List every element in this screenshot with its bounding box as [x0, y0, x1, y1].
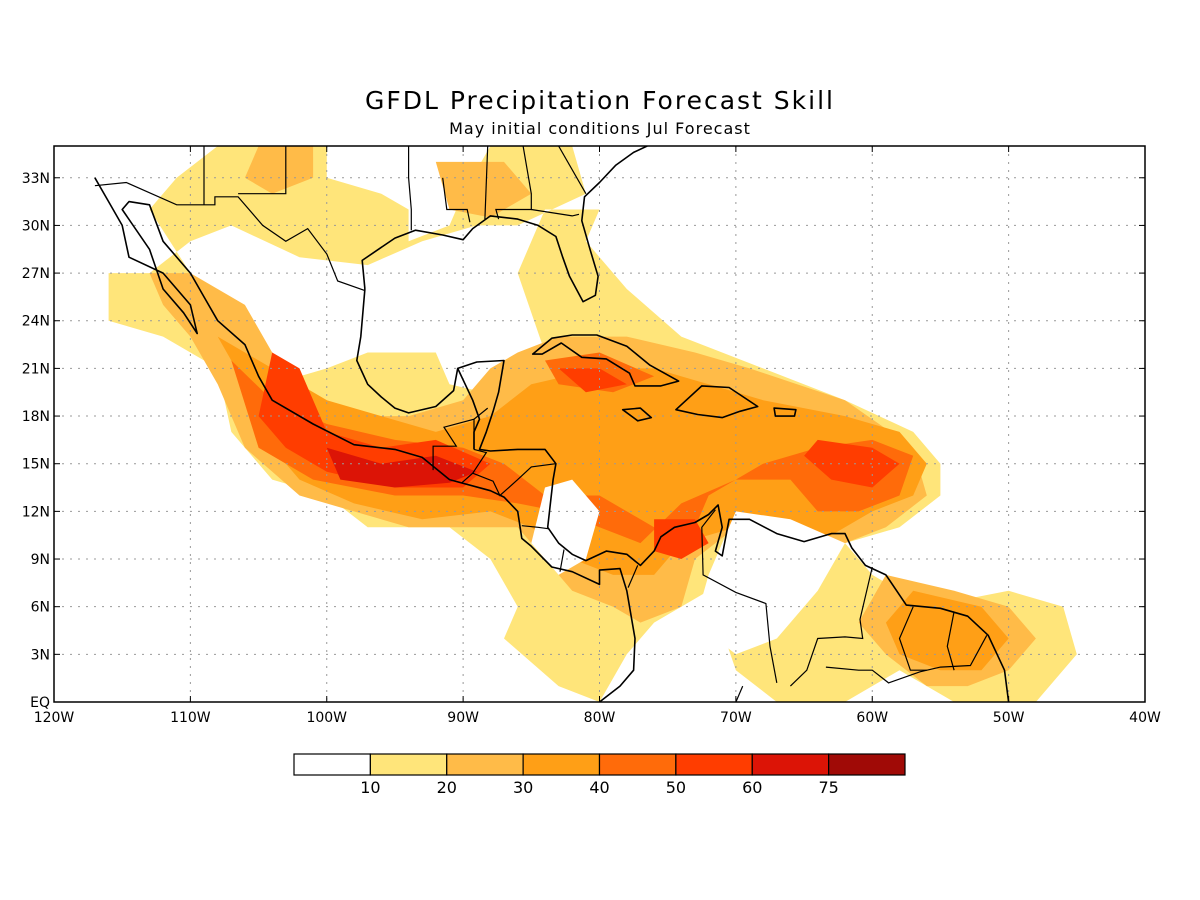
colorbar-swatch — [446, 753, 524, 776]
skill-region-level-2 — [435, 161, 532, 218]
border-us-states-la-ms — [442, 177, 471, 223]
x-tick-label: 110W — [170, 710, 211, 726]
coastline-puerto-rico — [773, 407, 797, 417]
colorbar-label: 30 — [513, 778, 533, 797]
y-axis-ticks: EQ 3N 6N 9N 12N 15N 18N 21N 24N 27N 30N 33N — [22, 171, 1145, 711]
x-tick-label: 70W — [720, 710, 752, 726]
x-tick-label: 40W — [1129, 710, 1161, 726]
chart-title: GFDL Precipitation Forecast Skill — [364, 86, 835, 115]
y-tick-label: 30N — [22, 218, 50, 234]
x-tick-label: 60W — [856, 710, 888, 726]
y-tick-label: 21N — [22, 361, 50, 377]
skill-region-level-3 — [885, 590, 1009, 671]
colorbar-label: 40 — [589, 778, 609, 797]
skill-region-level-5 — [804, 439, 900, 488]
colorbar-swatch — [369, 753, 448, 776]
colorbar-swatch — [751, 753, 830, 776]
colorbar-label: 60 — [742, 778, 762, 797]
colorbar-swatch — [293, 753, 371, 776]
x-tick-label: 120W — [34, 710, 75, 726]
coastline-jamaica — [621, 407, 653, 422]
border-us-states-ms-al — [484, 146, 489, 220]
border-venezuela-guyana — [789, 566, 873, 687]
y-tick-label: EQ — [30, 695, 50, 711]
skill-region-level-2 — [244, 146, 314, 194]
border-us-states-ga-fl — [531, 208, 580, 217]
border-colombia-peru-brazil — [735, 685, 744, 702]
coastline-hispaniola — [675, 385, 759, 419]
y-tick-label: 9N — [31, 552, 50, 568]
coastline-us-gulf-atlantic-coast — [361, 146, 648, 303]
border-honduras-elsalvador-nicaragua — [472, 463, 556, 497]
y-tick-label: 27N — [22, 266, 50, 282]
skill-region-level-5 — [258, 352, 491, 488]
political-borders — [94, 146, 988, 702]
x-tick-label: 80W — [584, 710, 616, 726]
y-tick-label: 3N — [31, 647, 50, 663]
coastline-gulf-mexico-coast — [355, 288, 1010, 702]
no-skill-area — [531, 479, 600, 575]
border-us-states-nm-tx — [238, 146, 287, 195]
coastline-cuba — [531, 334, 680, 387]
border-guatemala-mexico — [432, 407, 489, 471]
lat-lon-grid — [54, 146, 1145, 702]
border-costa-rica-panama — [559, 549, 565, 572]
y-tick-label: 18N — [22, 409, 50, 425]
border-nicaragua-costa-rica — [521, 525, 550, 530]
no-skill-area — [695, 511, 845, 655]
border-us-mexico — [94, 181, 366, 292]
skill-region-level-6 — [326, 447, 477, 488]
colorbar-swatch — [522, 753, 601, 776]
skill-region-level-5 — [654, 519, 709, 559]
colorbar-swatch — [598, 753, 677, 776]
x-tick-label: 50W — [993, 710, 1025, 726]
y-tick-label: 6N — [31, 600, 50, 616]
colorbar-swatch — [828, 753, 906, 776]
chart-subtitle: May initial conditions Jul Forecast — [449, 119, 751, 138]
border-suriname-french-guiana — [946, 611, 955, 671]
colorbar-label: 50 — [666, 778, 686, 797]
x-tick-label: 90W — [447, 710, 479, 726]
skill-shading — [108, 146, 1077, 702]
border-guyana-suriname — [898, 606, 927, 671]
coastline-west-coast-north-america — [94, 177, 636, 702]
border-us-states-tx-la — [408, 146, 412, 231]
border-us-states-ga-sc — [558, 146, 587, 194]
border-colombia-venezuela — [701, 509, 778, 684]
colorbar-label: 75 — [818, 778, 838, 797]
colorbar-swatch — [675, 753, 753, 776]
no-skill-area — [367, 257, 518, 321]
x-tick-label: 100W — [306, 710, 347, 726]
colorbar: 10 20 30 40 50 60 75 — [293, 753, 906, 797]
y-tick-label: 15N — [22, 457, 50, 473]
colorbar-label: 20 — [437, 778, 457, 797]
y-tick-label: 33N — [22, 171, 50, 187]
x-axis-ticks: 120W 110W 100W 90W 80W 70W 60W 50W 40W — [34, 146, 1161, 726]
border-brazil-north — [825, 635, 988, 684]
skill-region-level-5 — [558, 368, 627, 393]
border-panama-colombia — [627, 565, 639, 588]
y-tick-label: 24N — [22, 314, 50, 330]
coastlines — [94, 146, 1010, 702]
y-tick-label: 12N — [22, 504, 50, 520]
border-guatemala-honduras-elsalvador — [461, 448, 488, 484]
colorbar-label: 10 — [360, 778, 380, 797]
